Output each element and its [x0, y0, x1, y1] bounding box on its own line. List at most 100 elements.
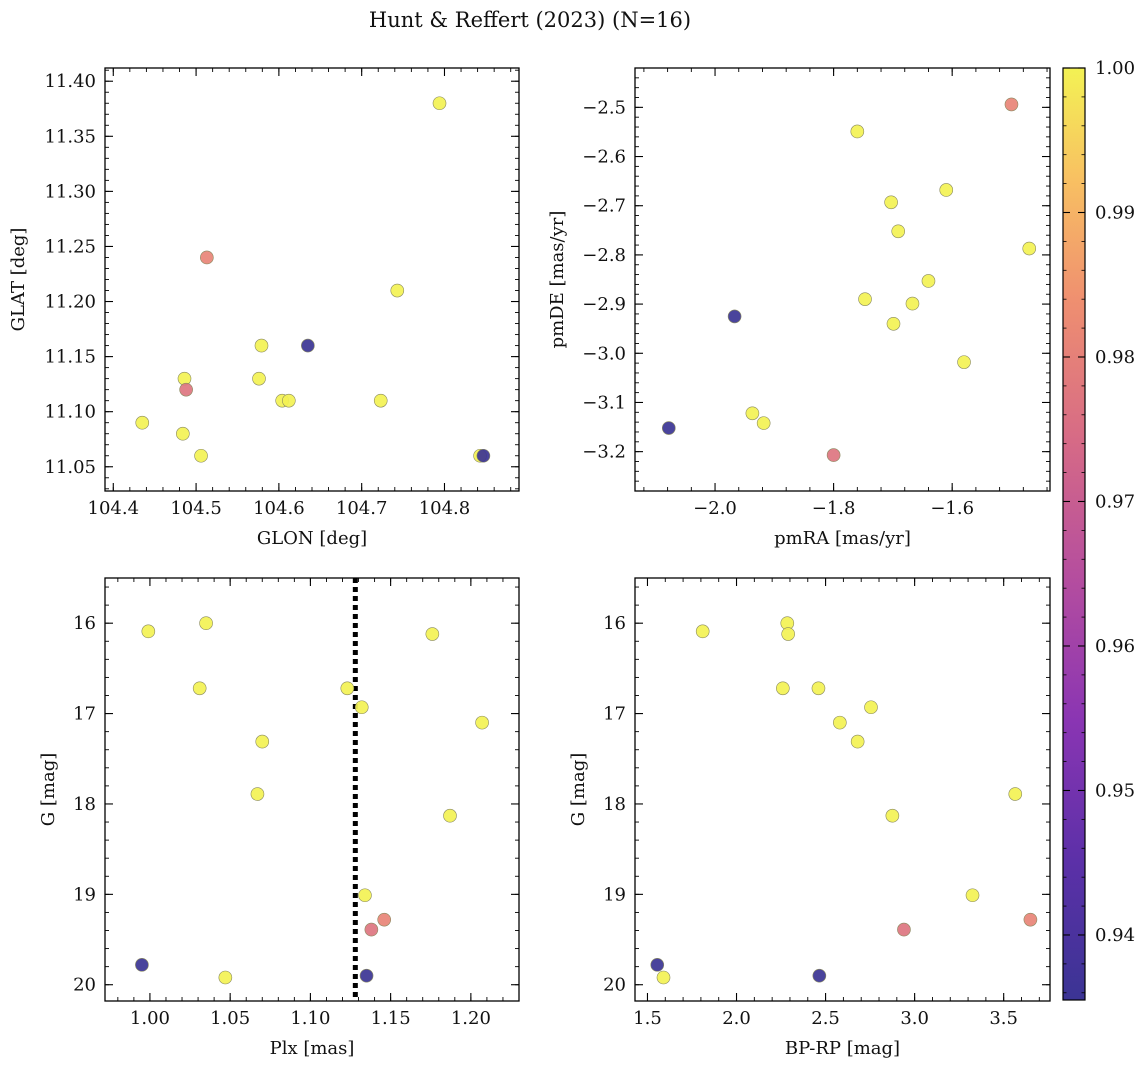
x-tick-label: 104.5	[170, 498, 222, 519]
scatter-point	[745, 406, 760, 421]
scatter-point	[850, 124, 865, 139]
y-tick-label: 11.05	[44, 457, 96, 478]
scatter-point	[254, 338, 269, 353]
x-tick-label: 1.10	[290, 1008, 330, 1029]
scatter-point	[250, 787, 265, 801]
y-tick-label: 20	[603, 975, 626, 996]
y-tick-label: −3.0	[582, 343, 626, 364]
scatter-point	[1008, 787, 1023, 801]
x-tick-label: 3.5	[989, 1008, 1018, 1029]
x-tick-label: 1.20	[451, 1008, 491, 1029]
x-tick-label: 104.4	[88, 498, 140, 519]
scatter-point	[781, 627, 795, 641]
y-axis-label: pmDE [mas/yr]	[547, 211, 568, 349]
y-tick-label: 17	[73, 704, 96, 725]
scatter-point	[1004, 97, 1019, 112]
scatter-point	[897, 922, 911, 937]
x-tick-label: −1.8	[812, 498, 856, 519]
scatter-point	[756, 416, 771, 430]
scatter-point	[135, 415, 150, 430]
plot-frame	[634, 67, 1051, 492]
scatter-point	[826, 448, 841, 462]
scatter-point	[661, 421, 676, 435]
scatter-point	[886, 316, 901, 331]
scatter-point	[727, 309, 742, 324]
y-tick-label: −2.5	[582, 97, 626, 118]
scatter-point	[301, 338, 315, 353]
scatter-point	[282, 393, 296, 408]
y-tick-label: 11.15	[44, 347, 96, 368]
scatter-point	[176, 426, 190, 441]
panel-plx-g: 1.00 1.05 1.10 1.15 1.20 16 17 18 19 20 Plx [mas] G…	[38, 577, 520, 1059]
x-tick-label: 1.00	[130, 1008, 170, 1029]
x-tick-label: 1.05	[210, 1008, 250, 1029]
y-tick-label: 18	[73, 794, 96, 815]
colorbar-gradient	[1062, 67, 1086, 1001]
scatter-point	[354, 700, 369, 715]
plot-frame	[104, 67, 520, 492]
x-axis-label: GLON [deg]	[257, 528, 367, 549]
x-tick-label: 3.0	[900, 1008, 929, 1029]
scatter-point	[656, 970, 671, 985]
y-tick-label: −2.6	[582, 147, 626, 168]
x-tick-label: 104.7	[336, 498, 388, 519]
colorbar-tick-label: 1.00	[1095, 58, 1135, 79]
colorbar: 0.94 0.95 0.96 0.97 0.98 0.99 1.00	[1062, 58, 1135, 1001]
x-tick-label: 104.6	[253, 498, 305, 519]
scatter-point	[255, 734, 270, 749]
scatter-point	[475, 715, 489, 730]
scatter-point	[891, 224, 906, 239]
y-tick-label: 18	[603, 794, 626, 815]
x-tick-label: −2.0	[693, 498, 737, 519]
colorbar-tick-label: 0.98	[1095, 347, 1135, 368]
scatter-point	[364, 922, 379, 937]
colorbar-tick-label: 0.94	[1095, 925, 1135, 946]
y-tick-label: 11.10	[44, 402, 96, 423]
y-tick-label: 16	[603, 613, 626, 634]
scatter-point	[884, 195, 898, 210]
scatter-point	[218, 970, 233, 985]
y-tick-label: −2.9	[582, 294, 626, 315]
scatter-point	[695, 624, 710, 639]
scatter-point	[858, 292, 872, 306]
x-axis-label: Plx [mas]	[270, 1038, 355, 1059]
scatter-point	[776, 681, 790, 696]
y-tick-label: 16	[73, 613, 96, 634]
x-tick-label: 104.8	[419, 498, 471, 519]
scatter-point	[850, 734, 865, 749]
scatter-point	[432, 96, 447, 111]
x-tick-label: 1.5	[633, 1008, 662, 1029]
y-tick-label: 19	[603, 884, 626, 905]
scatter-point	[1022, 241, 1037, 256]
scatter-point	[425, 627, 440, 641]
scatter-point	[885, 808, 900, 823]
y-tick-label: −3.2	[582, 442, 626, 463]
panel-pmra-pmde: −2.0 −1.8 −1.6 −3.2 −3.1 −3.0 −2.9 −2.8 −2.7 −2.6…	[547, 67, 1051, 549]
x-tick-label: 1.15	[371, 1008, 411, 1029]
scatter-point	[192, 681, 207, 696]
scatter-point	[199, 616, 213, 630]
scatter-point	[1023, 912, 1038, 927]
scatter-point	[957, 355, 971, 369]
x-axis-label: pmRA [mas/yr]	[774, 528, 911, 549]
y-tick-label: 11.25	[44, 236, 96, 257]
colorbar-tick-label: 0.95	[1095, 780, 1135, 801]
scatter-point	[921, 274, 936, 288]
colorbar-tick-label: 0.99	[1095, 202, 1135, 223]
panel-glon-glat: 104.4 104.5 104.6 104.7 104.8 11.05 11.10 11.15…	[8, 67, 520, 549]
scatter-point	[965, 888, 980, 903]
figure-title: Hunt & Reffert (2023) (N=16)	[369, 8, 691, 32]
scatter-point	[864, 700, 878, 715]
scatter-point	[359, 968, 374, 983]
y-tick-label: 20	[73, 975, 96, 996]
panel-bprp-g: 1.5 2.0 2.5 3.0 3.5 16 17 18 19 20 BP-RP [mag] G [m…	[568, 577, 1051, 1059]
y-tick-label: 19	[73, 884, 96, 905]
colorbar-tick-label: 0.97	[1095, 491, 1135, 512]
scatter-point	[141, 624, 156, 639]
scatter-point	[194, 448, 208, 463]
scatter-point	[373, 393, 388, 408]
colorbar-tick-label: 0.96	[1095, 636, 1135, 657]
scatter-point	[179, 382, 193, 397]
scatter-point	[476, 448, 491, 463]
